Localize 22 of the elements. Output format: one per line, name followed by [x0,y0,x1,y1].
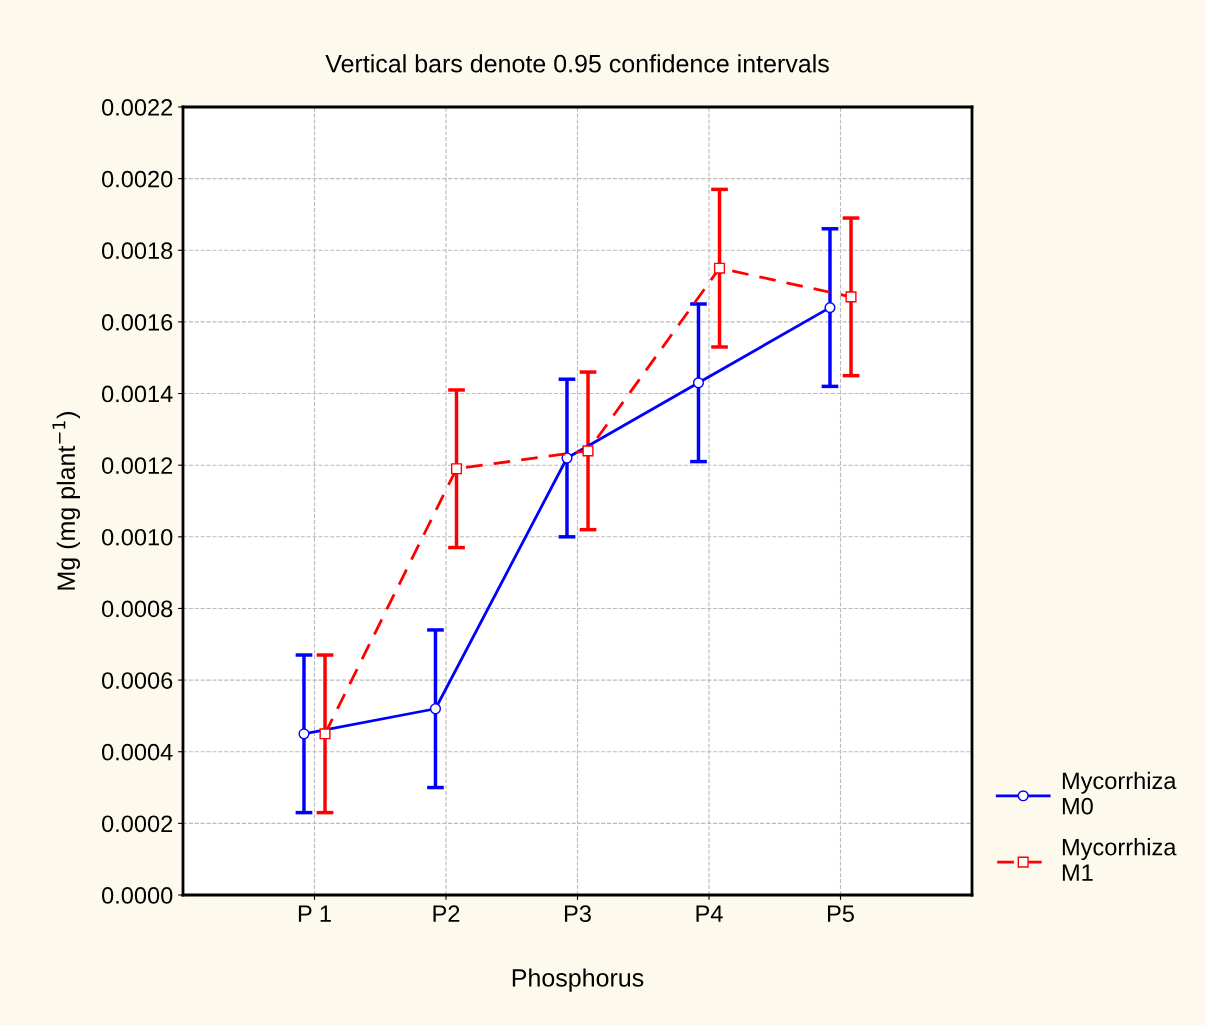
y-tick-label: 0.0012 [101,457,173,474]
y-tick-label: 0.0016 [101,313,173,331]
y-tick-label: 0.0004 [101,743,173,761]
y-tick-label: 0.0008 [101,600,173,618]
y-tick-label: 0.0020 [101,170,173,188]
y-tick-label: 0.0022 [101,99,173,116]
x-tick-label: P5 [828,905,854,923]
legend-label: Mycorrhiza M1 [1062,838,1177,881]
x-axis-title: Phosphorus [512,968,644,992]
legend-label: Mycorrhiza M0 [1062,771,1177,815]
y-tick-label: 0.0002 [101,815,173,833]
x-tick-label: P3 [565,905,591,923]
x-tick-label: P2 [433,905,460,922]
y-tick-label: 0.0014 [101,385,173,403]
y-tick-label: 0.0000 [101,887,173,904]
y-tick-label: 0.0010 [101,528,173,546]
x-tick-label: P 1 [298,905,331,922]
y-tick-label: 0.0006 [101,672,173,689]
chart-title: Vertical bars denote 0.95 confidence intervals [325,54,829,73]
y-tick-label: 0.0018 [101,242,173,260]
x-tick-label: P4 [696,905,723,922]
y-axis-title: Mg (mg plant$^{−1}$) [52,412,80,590]
